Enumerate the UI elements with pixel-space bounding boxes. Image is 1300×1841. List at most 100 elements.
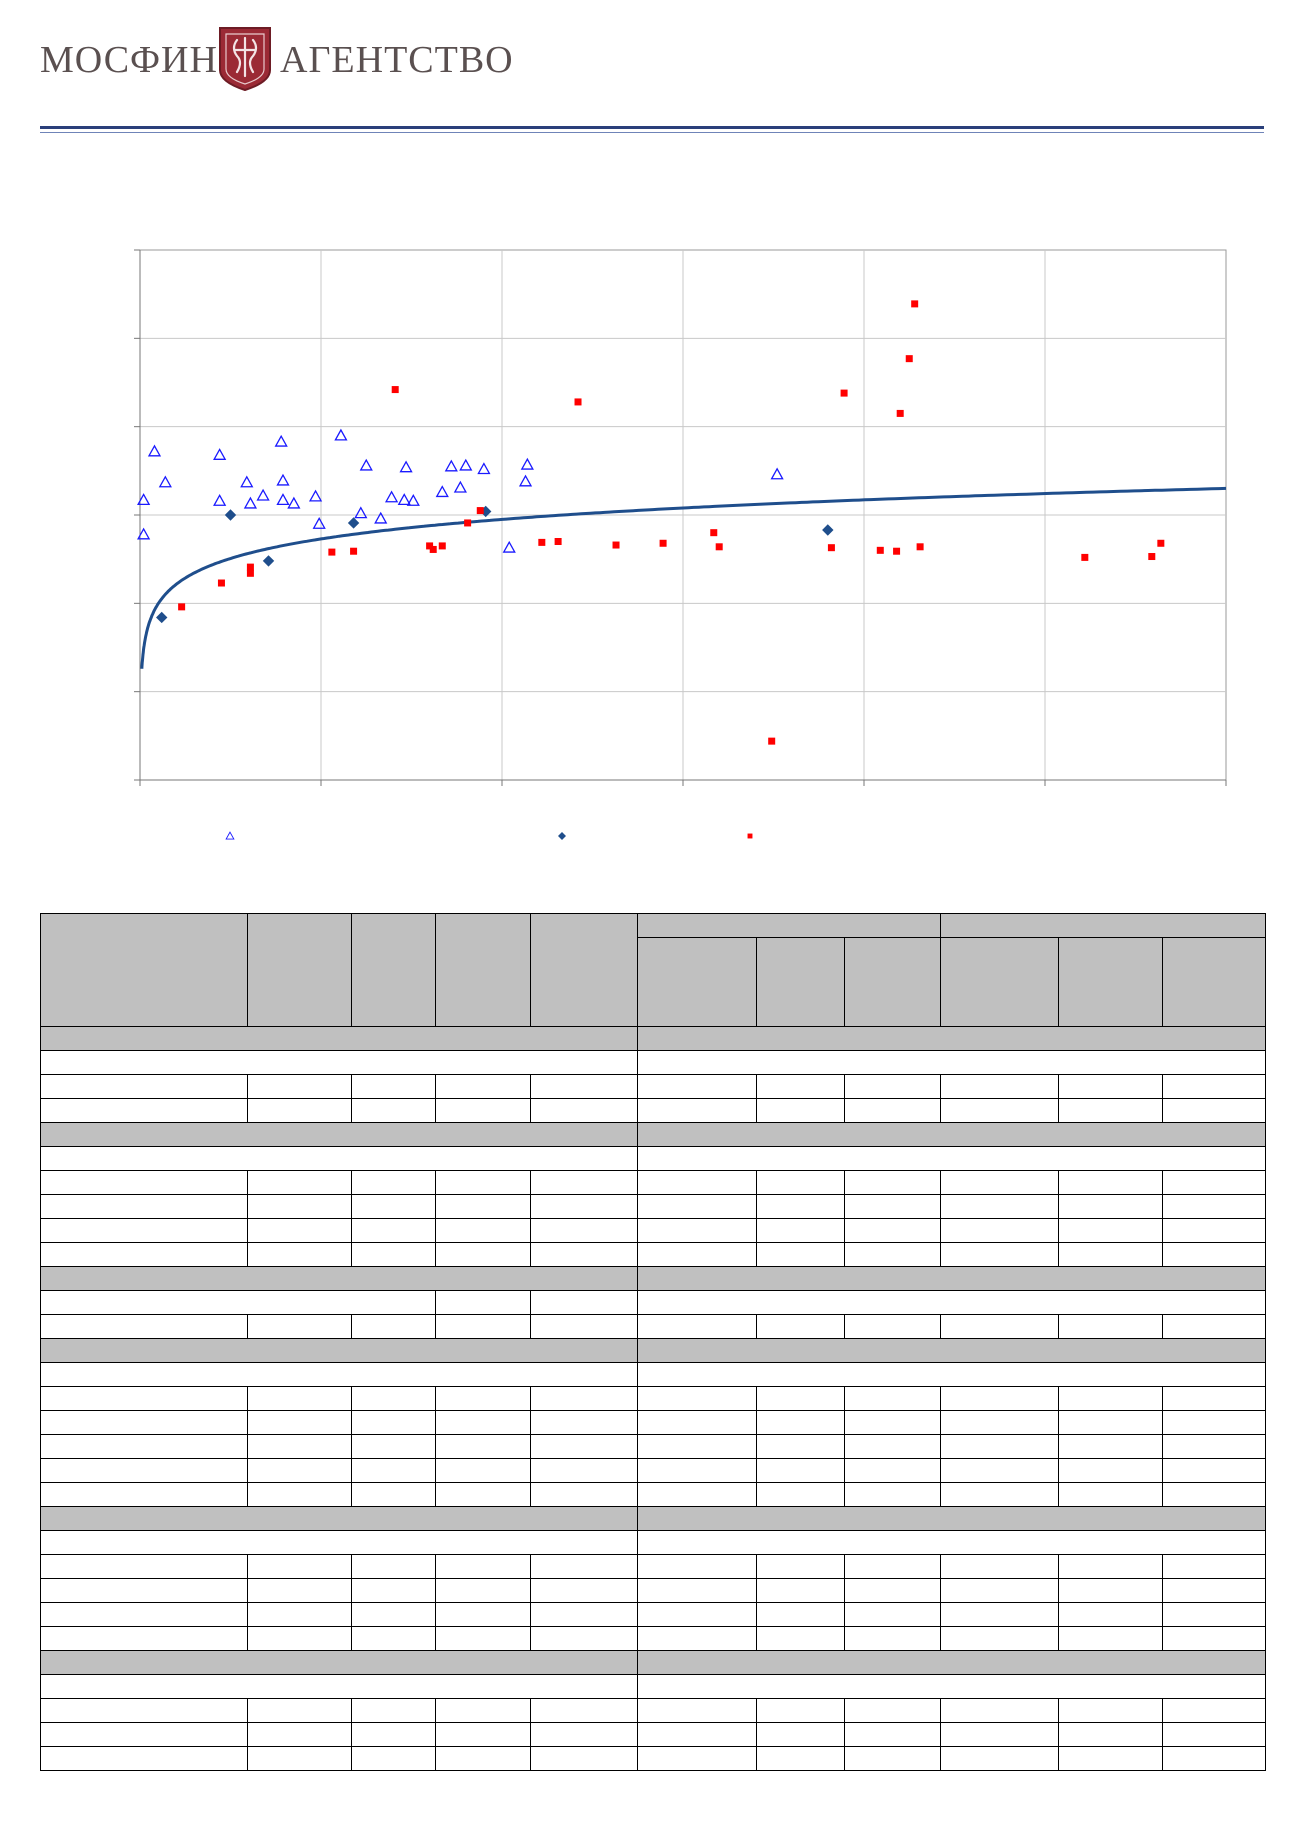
data-point-series-1 bbox=[256, 488, 270, 501]
table-cell bbox=[1162, 1602, 1267, 1627]
table-cell bbox=[1162, 1434, 1267, 1459]
table-cell bbox=[247, 1314, 352, 1339]
table-cell bbox=[530, 1578, 638, 1603]
table-row bbox=[40, 1722, 1267, 1747]
table-cell bbox=[940, 1218, 1060, 1243]
table-cell bbox=[637, 1602, 757, 1627]
table-row bbox=[40, 1578, 1267, 1603]
table-row bbox=[40, 1170, 1267, 1195]
data-point-series-1 bbox=[397, 493, 411, 506]
table-cell bbox=[940, 1434, 1060, 1459]
table-subsection-row bbox=[40, 1290, 1267, 1315]
data-point-series-1 bbox=[520, 457, 534, 470]
table-cell bbox=[247, 913, 352, 1027]
table-cell bbox=[1162, 1314, 1267, 1339]
table-cell bbox=[435, 1554, 531, 1579]
table-cell bbox=[530, 1290, 638, 1315]
table-cell bbox=[843, 1554, 942, 1579]
table-cell bbox=[530, 1626, 638, 1651]
table-cell bbox=[40, 1722, 248, 1747]
table-cell bbox=[40, 1074, 248, 1099]
table-cell bbox=[530, 1170, 638, 1195]
data-point-series-1 bbox=[518, 474, 533, 487]
table-cell bbox=[435, 1314, 531, 1339]
data-point-series-2 bbox=[224, 509, 237, 521]
table-cell bbox=[40, 1674, 638, 1699]
table-cell bbox=[40, 1218, 248, 1243]
data-point-series-1 bbox=[308, 489, 323, 502]
data-point-series-3 bbox=[350, 547, 358, 555]
table-cell bbox=[1058, 1746, 1164, 1771]
table-cell bbox=[1058, 1410, 1164, 1435]
table-cell bbox=[843, 1194, 942, 1219]
table-cell bbox=[940, 1170, 1060, 1195]
data-point-series-3 bbox=[840, 389, 848, 397]
table-cell bbox=[351, 1218, 436, 1243]
data-point-series-1 bbox=[287, 496, 301, 509]
table-cell bbox=[637, 1074, 757, 1099]
table-cell bbox=[435, 1290, 531, 1315]
data-point-series-1 bbox=[243, 496, 258, 509]
table-cell bbox=[756, 1314, 845, 1339]
data-point-series-1 bbox=[240, 475, 254, 488]
table-cell bbox=[637, 1554, 757, 1579]
table-cell bbox=[351, 1626, 436, 1651]
table-cell bbox=[940, 1074, 1060, 1099]
table-cell bbox=[843, 1626, 942, 1651]
table-cell bbox=[636, 1290, 1267, 1315]
table-cell bbox=[940, 1626, 1060, 1651]
table-cell bbox=[40, 1434, 248, 1459]
table-section-row bbox=[40, 1266, 1267, 1291]
table-cell bbox=[940, 1698, 1060, 1723]
table-cell bbox=[843, 1314, 942, 1339]
table-row bbox=[40, 1242, 1267, 1267]
data-point-series-1 bbox=[435, 485, 449, 498]
table-cell bbox=[530, 1194, 638, 1219]
table-cell bbox=[435, 1170, 531, 1195]
table-cell bbox=[1162, 1218, 1267, 1243]
table-cell bbox=[756, 1170, 845, 1195]
table-section-row bbox=[40, 1026, 1267, 1051]
table-cell bbox=[756, 1626, 845, 1651]
table-cell bbox=[637, 1722, 757, 1747]
table-cell bbox=[40, 1578, 248, 1603]
data-point-series-3 bbox=[1081, 553, 1089, 561]
table-cell bbox=[530, 1314, 638, 1339]
table-cell bbox=[435, 1578, 531, 1603]
table-cell bbox=[351, 1242, 436, 1267]
table-cell bbox=[1162, 1170, 1267, 1195]
data-point-series-3 bbox=[438, 542, 446, 550]
table-cell bbox=[351, 1458, 436, 1483]
table-cell bbox=[636, 1506, 1267, 1531]
table-cell bbox=[247, 1074, 352, 1099]
table-cell bbox=[1162, 1722, 1267, 1747]
table-cell bbox=[1162, 1386, 1267, 1411]
table-cell bbox=[636, 1050, 1267, 1075]
table-cell bbox=[40, 1698, 248, 1723]
table-cell bbox=[637, 1482, 757, 1507]
legend-marker-2 bbox=[558, 832, 566, 840]
table-cell bbox=[247, 1242, 352, 1267]
table-cell bbox=[351, 1410, 436, 1435]
table-cell bbox=[247, 1698, 352, 1723]
table-row bbox=[40, 1698, 1267, 1723]
table-cell bbox=[843, 1746, 942, 1771]
data-point-series-1 bbox=[276, 493, 290, 506]
table-cell bbox=[843, 1218, 942, 1243]
table-row bbox=[40, 1386, 1267, 1411]
table-cell bbox=[247, 1410, 352, 1435]
table-cell bbox=[530, 1746, 638, 1771]
table-cell bbox=[530, 1098, 638, 1123]
data-point-series-3 bbox=[911, 300, 919, 308]
table-cell bbox=[756, 1242, 845, 1267]
table-cell bbox=[756, 1482, 845, 1507]
table-row bbox=[40, 1194, 1267, 1219]
table-cell bbox=[247, 1602, 352, 1627]
table-cell bbox=[1058, 1554, 1164, 1579]
table-cell bbox=[351, 1554, 436, 1579]
table-row bbox=[40, 1218, 1267, 1243]
table-cell bbox=[40, 913, 248, 1027]
table-cell bbox=[247, 1170, 352, 1195]
table-cell bbox=[351, 1314, 436, 1339]
data-point-series-3 bbox=[1148, 553, 1156, 561]
